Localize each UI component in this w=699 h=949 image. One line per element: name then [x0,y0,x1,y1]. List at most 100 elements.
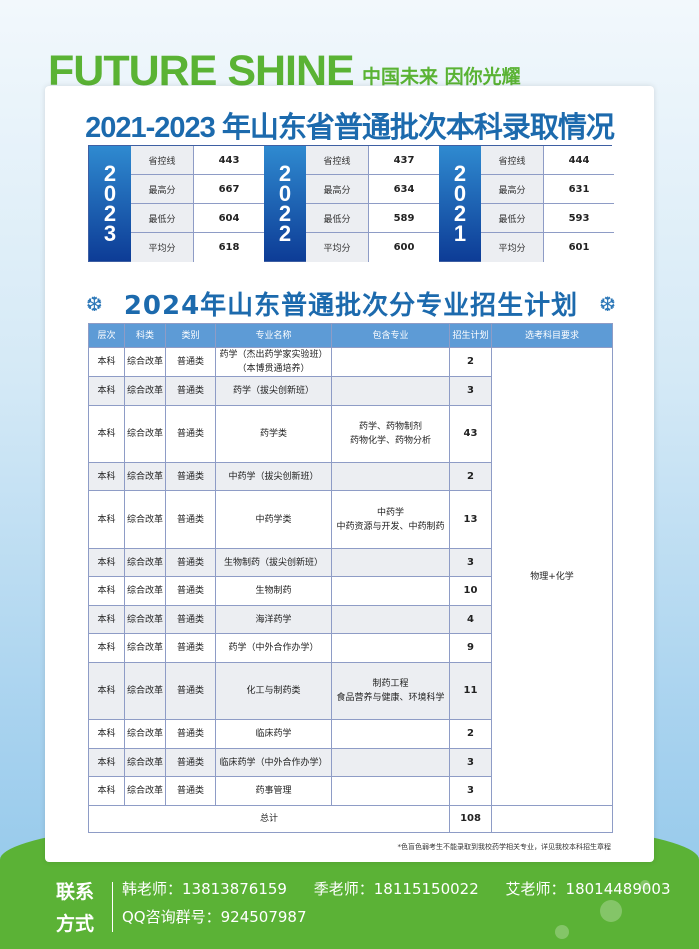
molecule-decoration [600,900,622,922]
cell-includes: 药学、药物制剂 药物化学、药物分析 [331,405,450,463]
cell-cat: 普通类 [165,662,216,720]
column-header: 专业名称 [215,323,332,348]
score-label: 平均分 [306,233,369,262]
year-block: 2 0 2 3 省控线 最高分 最低分 平均分 443 667 604 618 [89,146,264,262]
cell-plan: 43 [449,405,492,463]
plan-title-row: ❆ 2024年山东普通批次分专业招生计划 ❆ [86,285,616,322]
cell-plan: 9 [449,633,492,663]
column-header: 类别 [165,323,216,348]
qq-group: QQ咨询群号：924507987 [122,908,307,926]
score-value: 589 [369,204,439,233]
table-row: 本科 综合改革 普通类 药学（中外合作办学） 9 [88,633,613,663]
score-value: 604 [194,204,264,233]
cell-level: 本科 [88,719,125,749]
molecule-decoration [640,880,650,890]
cell-major: 药学（杰出药学家实验班） （本博贯通培养） [215,347,332,377]
score-label: 最高分 [481,175,544,204]
cell-includes [331,548,450,577]
teacher-contacts: 韩老师：13813876159 季老师：18115150022 艾老师：1801… [122,878,671,899]
cell-type: 综合改革 [124,633,166,663]
table-row: 本科 综合改革 普通类 药学（杰出药学家实验班） （本博贯通培养） 2 物理+化学 [88,347,613,806]
column-header: 选考科目要求 [491,323,613,348]
cell-plan: 2 [449,347,492,377]
score-label: 最高分 [306,175,369,204]
cell-includes [331,748,450,777]
cell-cat: 普通类 [165,605,216,634]
cell-level: 本科 [88,633,125,663]
cell-type: 综合改革 [124,748,166,777]
cell-type: 综合改革 [124,576,166,606]
cell-includes [331,347,450,377]
score-value: 631 [544,175,614,204]
cell-type: 综合改革 [124,347,166,377]
cell-cat: 普通类 [165,462,216,491]
plan-table: 层次 科类 类别 专业名称 包含专业 招生计划 选考科目要求 本科 综合改革 普通类 药学（杰出药… [88,323,613,833]
cell-cat: 普通类 [165,776,216,806]
score-value: 593 [544,204,614,233]
table-row: 本科 综合改革 普通类 化工与制药类 制药工程 食品营养与健康、环境科学 11 [88,662,613,720]
cell-level: 本科 [88,748,125,777]
cell-includes [331,462,450,491]
cell-type: 综合改革 [124,776,166,806]
score-label: 最低分 [481,204,544,233]
score-label: 最低分 [306,204,369,233]
cell-cat: 普通类 [165,347,216,377]
cell-level: 本科 [88,462,125,491]
empty-cell [491,805,613,833]
teacher-contact: 韩老师：13813876159 [122,880,287,898]
cell-major: 中药学类 [215,490,332,549]
score-value: 443 [194,146,264,175]
cell-level: 本科 [88,405,125,463]
cell-plan: 3 [449,548,492,577]
molecule-decoration [555,925,569,939]
cell-includes [331,633,450,663]
history-title: 2021-2023 年山东省普通批次本科录取情况 [85,112,615,144]
score-value: 667 [194,175,264,204]
cell-level: 本科 [88,347,125,377]
year-block: 2 0 2 2 省控线 最高分 最低分 平均分 437 634 589 600 [264,146,439,262]
cell-type: 综合改革 [124,490,166,549]
cell-plan: 4 [449,605,492,634]
cell-type: 综合改革 [124,662,166,720]
cell-level: 本科 [88,490,125,549]
cell-type: 综合改革 [124,548,166,577]
cell-cat: 普通类 [165,576,216,606]
cell-includes [331,376,450,406]
table-row: 本科 综合改革 普通类 海洋药学 4 [88,605,613,634]
cell-major: 中药学（拔尖创新班） [215,462,332,491]
year-block: 2 0 2 1 省控线 最高分 最低分 平均分 444 631 593 601 [439,146,614,262]
cell-level: 本科 [88,576,125,606]
cell-cat: 普通类 [165,548,216,577]
snowflake-icon: ❆ [86,291,103,316]
column-header: 包含专业 [331,323,450,348]
cell-level: 本科 [88,605,125,634]
score-label: 省控线 [306,146,369,175]
contact-label: 联系方式 [56,881,95,935]
cell-includes [331,605,450,634]
cell-type: 综合改革 [124,405,166,463]
plan-title: 2024年山东普通批次分专业招生计划 [123,291,579,321]
cell-cat: 普通类 [165,633,216,663]
total-row: 总计 108 [88,805,613,833]
cell-major: 药学（中外合作办学） [215,633,332,663]
score-label: 省控线 [131,146,194,175]
cell-type: 综合改革 [124,462,166,491]
cell-cat: 普通类 [165,748,216,777]
cell-major: 药事管理 [215,776,332,806]
table-row: 本科 综合改革 普通类 中药学（拔尖创新班） 2 [88,462,613,491]
score-value: 600 [369,233,439,262]
score-label: 最低分 [131,204,194,233]
cell-plan: 2 [449,719,492,749]
cell-plan: 3 [449,748,492,777]
cell-includes: 中药学 中药资源与开发、中药制药 [331,490,450,549]
cell-level: 本科 [88,776,125,806]
cell-cat: 普通类 [165,719,216,749]
cell-major: 药学类 [215,405,332,463]
cell-level: 本科 [88,548,125,577]
cell-plan: 10 [449,576,492,606]
cell-type: 综合改革 [124,719,166,749]
teacher-contact: 季老师：18115150022 [313,880,479,898]
cell-type: 综合改革 [124,605,166,634]
